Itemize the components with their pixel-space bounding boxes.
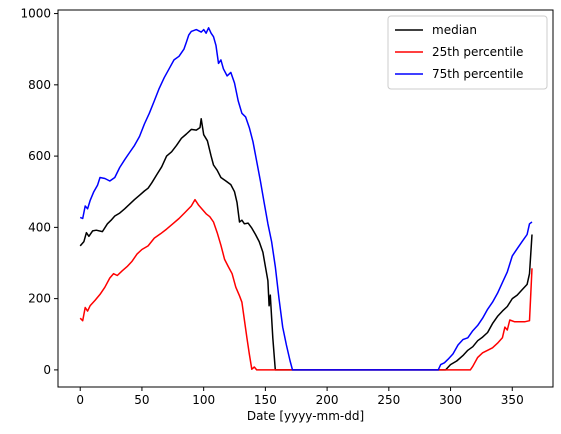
x-tick-label: 50 [134, 393, 149, 407]
legend-entry: 75th percentile [432, 67, 523, 81]
series-line-0 [79, 117, 533, 371]
y-tick-label: 200 [28, 292, 51, 306]
x-axis-label: Date [yyyy-mm-dd] [247, 409, 364, 423]
plot-frame [57, 9, 554, 388]
y-tick-label: 400 [28, 220, 51, 234]
legend-box [387, 15, 548, 90]
series-line-1 [79, 198, 533, 371]
x-tick-label: 150 [254, 393, 277, 407]
y-tick-label: 800 [28, 78, 51, 92]
series-line-2 [79, 27, 533, 371]
x-axis: 0 50 100 150 200 250 300 350 [76, 387, 524, 407]
x-tick-label: 100 [192, 393, 215, 407]
legend-entry: median [432, 23, 477, 37]
y-tick-label: 1000 [20, 7, 51, 21]
y-tick-label: 600 [28, 149, 51, 163]
x-tick-label: 300 [439, 393, 462, 407]
legend-entry: 25th percentile [432, 45, 523, 59]
x-tick-label: 0 [76, 393, 84, 407]
legend: median 25th percentile 75th percentile [387, 15, 548, 90]
x-tick-label: 350 [501, 393, 524, 407]
x-tick-label: 250 [377, 393, 400, 407]
y-tick-label: 0 [43, 363, 51, 377]
series-layer [79, 27, 533, 371]
y-axis: 0 200 400 600 800 1000 [20, 7, 58, 377]
x-tick-label: 200 [316, 393, 339, 407]
